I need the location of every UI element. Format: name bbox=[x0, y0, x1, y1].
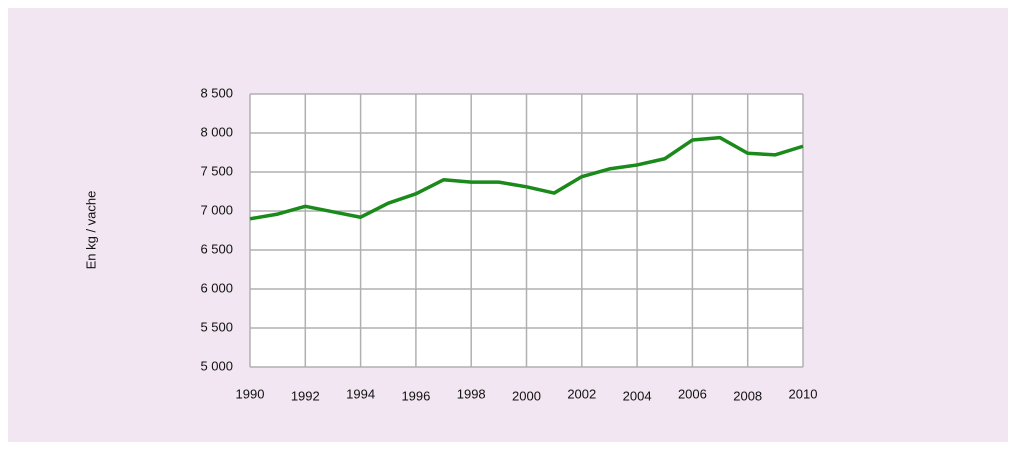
x-tick-label: 2004 bbox=[623, 388, 652, 403]
x-tick-label: 2002 bbox=[567, 386, 596, 401]
y-tick-label: 5 500 bbox=[200, 319, 233, 334]
x-tick-label: 1992 bbox=[291, 388, 320, 403]
y-tick-label: 6 500 bbox=[200, 241, 233, 256]
y-tick-label: 8 500 bbox=[200, 85, 233, 100]
y-tick-label: 6 000 bbox=[200, 280, 233, 295]
x-tick-label: 2010 bbox=[789, 386, 818, 401]
x-tick-label: 1990 bbox=[236, 386, 265, 401]
x-tick-label: 1998 bbox=[457, 386, 486, 401]
x-tick-label: 2006 bbox=[678, 386, 707, 401]
x-tick-label: 2000 bbox=[512, 388, 541, 403]
y-tick-label: 5 000 bbox=[200, 358, 233, 373]
y-tick-label: 7 500 bbox=[200, 163, 233, 178]
line-series bbox=[249, 135, 804, 221]
y-tick-label: 8 000 bbox=[200, 124, 233, 139]
y-axis-label: En kg / vache bbox=[83, 191, 98, 270]
x-tick-label: 1994 bbox=[346, 386, 375, 401]
y-tick-label: 7 000 bbox=[200, 202, 233, 217]
x-tick-label: 2008 bbox=[733, 388, 762, 403]
x-tick-label: 1996 bbox=[401, 388, 430, 403]
